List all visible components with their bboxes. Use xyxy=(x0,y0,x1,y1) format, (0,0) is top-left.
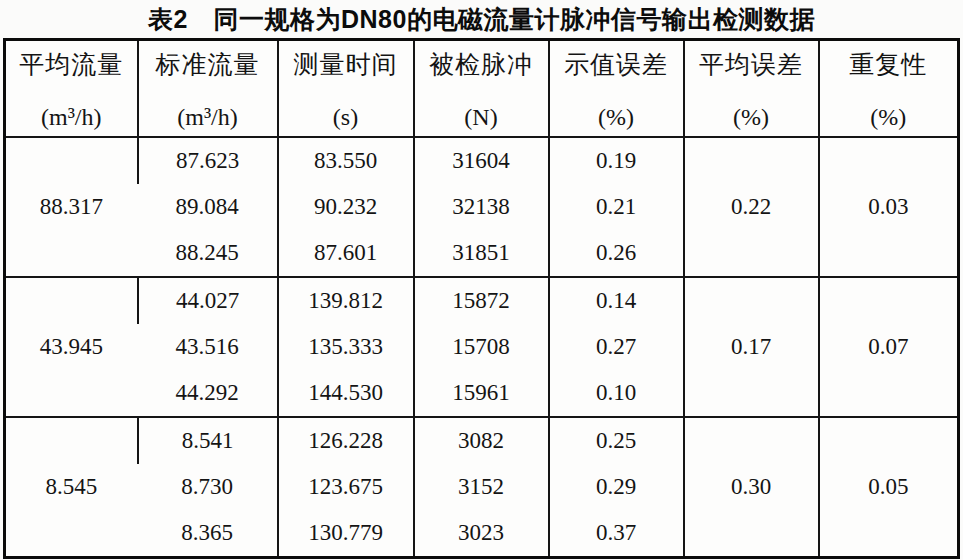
col-header-pulses: 被检脉冲 (N) xyxy=(414,40,549,138)
paper-table-page: 表2 同一规格为DN80的电磁流量计脉冲信号输出检测数据 平均流量 (m³/h)… xyxy=(0,0,963,560)
col-label: 平均误差 xyxy=(685,48,818,81)
cell-std-flow: 44.027 xyxy=(138,277,278,324)
cell-indication-error: 0.25 xyxy=(549,417,684,464)
measurement-data-table: 平均流量 (m³/h) 标准流量 (m³/h) 测量时间 (s) xyxy=(3,38,960,559)
cell-pulses: 3082 xyxy=(414,417,549,464)
col-header-avg-error: 平均误差 (%) xyxy=(684,40,819,138)
cell-avg-error: 0.30 xyxy=(684,417,819,558)
table-body: 88.317 87.623 83.550 31604 0.19 0.22 0.0… xyxy=(5,137,959,558)
cell-pulses: 3152 xyxy=(414,464,549,510)
cell-meas-time: 139.812 xyxy=(278,277,414,324)
table-row: 43.945 44.027 139.812 15872 0.14 0.17 0.… xyxy=(5,277,959,324)
cell-meas-time: 126.228 xyxy=(278,417,414,464)
cell-std-flow: 43.516 xyxy=(138,324,278,370)
col-header-repeatability: 重复性 (%) xyxy=(819,40,959,138)
cell-indication-error: 0.14 xyxy=(549,277,684,324)
cell-std-flow: 44.292 xyxy=(138,370,278,417)
cell-std-flow: 8.541 xyxy=(138,417,278,464)
col-unit: (%) xyxy=(550,104,683,131)
col-label: 标准流量 xyxy=(139,48,277,81)
cell-std-flow: 8.730 xyxy=(138,464,278,510)
cell-repeatability: 0.07 xyxy=(819,277,959,417)
cell-pulses: 31851 xyxy=(414,230,549,277)
cell-meas-time: 83.550 xyxy=(278,137,414,184)
table-caption: 表2 同一规格为DN80的电磁流量计脉冲信号输出检测数据 xyxy=(0,0,963,38)
cell-avg-flow: 88.317 xyxy=(5,137,138,277)
cell-avg-flow: 8.545 xyxy=(5,417,138,558)
cell-pulses: 15872 xyxy=(414,277,549,324)
cell-meas-time: 87.601 xyxy=(278,230,414,277)
cell-std-flow: 88.245 xyxy=(138,230,278,277)
cell-pulses: 3023 xyxy=(414,510,549,558)
cell-repeatability: 0.03 xyxy=(819,137,959,277)
col-unit: (m³/h) xyxy=(139,104,277,131)
col-label: 重复性 xyxy=(820,48,958,81)
cell-avg-error: 0.22 xyxy=(684,137,819,277)
cell-pulses: 31604 xyxy=(414,137,549,184)
cell-pulses: 15961 xyxy=(414,370,549,417)
cell-indication-error: 0.37 xyxy=(549,510,684,558)
cell-std-flow: 8.365 xyxy=(138,510,278,558)
cell-meas-time: 135.333 xyxy=(278,324,414,370)
col-header-indication-error: 示值误差 (%) xyxy=(549,40,684,138)
col-unit: (s) xyxy=(279,104,413,131)
cell-meas-time: 144.530 xyxy=(278,370,414,417)
col-label: 示值误差 xyxy=(550,48,683,81)
cell-indication-error: 0.21 xyxy=(549,184,684,230)
cell-avg-error: 0.17 xyxy=(684,277,819,417)
cell-meas-time: 90.232 xyxy=(278,184,414,230)
cell-indication-error: 0.29 xyxy=(549,464,684,510)
col-unit: (%) xyxy=(685,104,818,131)
col-label: 平均流量 xyxy=(6,48,137,81)
cell-meas-time: 130.779 xyxy=(278,510,414,558)
cell-pulses: 32138 xyxy=(414,184,549,230)
col-unit: (N) xyxy=(415,104,548,131)
cell-pulses: 15708 xyxy=(414,324,549,370)
col-unit: (%) xyxy=(820,104,958,131)
col-header-avg-flow: 平均流量 (m³/h) xyxy=(5,40,138,138)
col-header-std-flow: 标准流量 (m³/h) xyxy=(138,40,278,138)
cell-avg-flow: 43.945 xyxy=(5,277,138,417)
cell-std-flow: 89.084 xyxy=(138,184,278,230)
table-row: 88.317 87.623 83.550 31604 0.19 0.22 0.0… xyxy=(5,137,959,184)
cell-meas-time: 123.675 xyxy=(278,464,414,510)
cell-indication-error: 0.10 xyxy=(549,370,684,417)
col-unit: (m³/h) xyxy=(6,104,137,131)
table-header: 平均流量 (m³/h) 标准流量 (m³/h) 测量时间 (s) xyxy=(5,40,959,138)
header-row: 平均流量 (m³/h) 标准流量 (m³/h) 测量时间 (s) xyxy=(5,40,959,138)
cell-repeatability: 0.05 xyxy=(819,417,959,558)
col-label: 被检脉冲 xyxy=(415,48,548,81)
col-label: 测量时间 xyxy=(279,48,413,81)
col-header-meas-time: 测量时间 (s) xyxy=(278,40,414,138)
cell-indication-error: 0.27 xyxy=(549,324,684,370)
cell-indication-error: 0.19 xyxy=(549,137,684,184)
table-row: 8.545 8.541 126.228 3082 0.25 0.30 0.05 xyxy=(5,417,959,464)
cell-std-flow: 87.623 xyxy=(138,137,278,184)
cell-indication-error: 0.26 xyxy=(549,230,684,277)
